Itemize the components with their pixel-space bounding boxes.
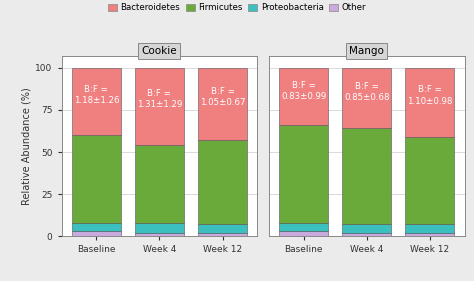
Legend: Bacteroidetes, Firmicutes, Proteobacteria, Other: Bacteroidetes, Firmicutes, Proteobacteri…	[106, 1, 368, 14]
Text: B:F =
0.83±0.99: B:F = 0.83±0.99	[281, 81, 326, 101]
Bar	[279, 231, 328, 236]
Bar	[135, 233, 184, 236]
Bar	[342, 128, 392, 224]
Y-axis label: Relative Abundance (%): Relative Abundance (%)	[21, 87, 31, 205]
Text: B:F =
1.18±1.26: B:F = 1.18±1.26	[73, 85, 119, 105]
Title: Cookie: Cookie	[142, 46, 177, 56]
Bar	[342, 233, 392, 236]
Bar	[198, 68, 247, 140]
Bar	[72, 135, 121, 223]
Bar	[135, 68, 184, 145]
Bar	[198, 224, 247, 233]
Text: B:F =
0.85±0.68: B:F = 0.85±0.68	[344, 82, 390, 102]
Text: B:F =
1.10±0.98: B:F = 1.10±0.98	[407, 85, 453, 106]
Bar	[198, 233, 247, 236]
Bar	[72, 223, 121, 231]
Bar	[405, 233, 455, 236]
Text: B:F =
1.31±1.29: B:F = 1.31±1.29	[137, 89, 182, 109]
Bar	[405, 137, 455, 224]
Title: Mango: Mango	[349, 46, 384, 56]
Bar	[342, 224, 392, 233]
Bar	[342, 68, 392, 128]
Bar	[279, 68, 328, 125]
Bar	[135, 145, 184, 223]
Bar	[72, 68, 121, 135]
Text: B:F =
1.05±0.67: B:F = 1.05±0.67	[200, 87, 245, 107]
Bar	[135, 223, 184, 233]
Bar	[198, 140, 247, 224]
Bar	[72, 231, 121, 236]
Bar	[279, 223, 328, 231]
Bar	[405, 224, 455, 233]
Bar	[405, 68, 455, 137]
Bar	[279, 125, 328, 223]
